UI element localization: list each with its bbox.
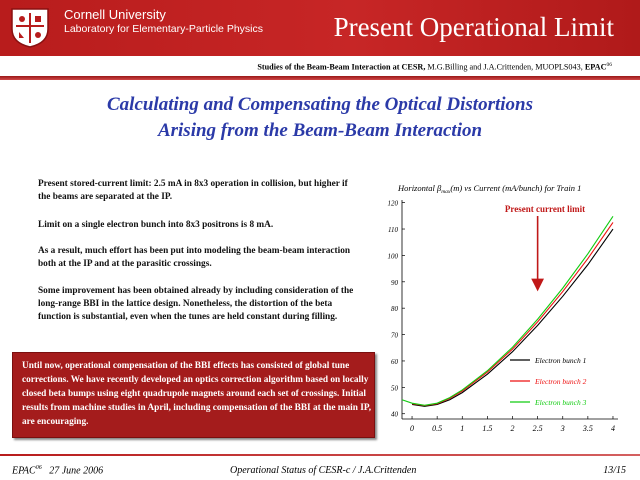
legend-label-2: Electron bunch 2 [534, 377, 587, 386]
chart-canvas: Horizontal βmax(m) vs Current (mA/bunch)… [388, 183, 618, 433]
citation-text: M.G.Billing and J.A.Crittenden, MUOPLS04… [427, 62, 583, 72]
present-current-limit-label: Present current limit [505, 204, 585, 214]
paragraph-stored-current: Present stored-current limit: 2.5 mA in … [38, 179, 348, 202]
footer-epac-sup: 06 [35, 465, 42, 471]
legend-label-1: Electron bunch 1 [534, 356, 586, 365]
beta-vs-current-chart: Horizontal βmax(m) vs Current (mA/bunch)… [370, 183, 638, 445]
slide-title: Present Operational Limit [333, 12, 614, 42]
university-label: Cornell University Laboratory for Elemen… [64, 8, 263, 36]
main-title-line1: Calculating and Compensating the Optical… [107, 94, 533, 115]
footer-epac: EPAC [12, 465, 36, 477]
header-divider [0, 76, 640, 80]
chart-axes: 0 0.5 1 1.5 2 2.5 3 3.5 4 40 50 60 70 80 90 100 110 120 [388, 200, 618, 433]
y-tick-label: 110 [388, 226, 398, 234]
footer-divider [0, 454, 640, 456]
x-tick-label: 1.5 [482, 424, 492, 433]
paragraph-modeling: As a result, much effort has been put in… [38, 246, 351, 269]
footer-left: EPAC06 27 June 2006 [12, 465, 103, 476]
x-tick-label: 0.5 [432, 424, 442, 433]
y-tick-label: 100 [388, 252, 399, 260]
citation-epac: EPAC [584, 62, 607, 72]
x-tick-label: 4 [611, 424, 615, 433]
chart-series [401, 216, 614, 407]
lab-name: Laboratory for Elementary-Particle Physi… [64, 23, 263, 35]
x-tick-label: 1 [460, 424, 464, 433]
citation-bold: Studies of the Beam-Beam Interaction at … [257, 62, 426, 72]
paragraph-improvement: Some improvement has been obtained alrea… [38, 286, 354, 322]
citation-epac-sup: 06 [606, 62, 613, 68]
y-tick-label: 70 [391, 332, 399, 340]
y-tick-label: 80 [391, 305, 399, 313]
series-line-1 [411, 228, 614, 407]
citation: Studies of the Beam-Beam Interaction at … [257, 62, 612, 72]
highlight-box-text: Until now, operational compensation of t… [22, 361, 372, 427]
highlight-box: Until now, operational compensation of t… [12, 352, 375, 438]
chart-legend: Electron bunch 1 Electron bunch 2 Electron… [510, 356, 587, 407]
y-tick-label: 40 [391, 411, 399, 419]
x-tick-label: 3.5 [582, 424, 593, 433]
chart-title: Horizontal βmax(m) vs Current (mA/bunch)… [397, 183, 581, 195]
university-name: Cornell University [64, 7, 166, 22]
y-tick-label: 60 [391, 358, 399, 366]
y-tick-label: 90 [391, 279, 399, 287]
y-tick-label: 50 [391, 384, 399, 392]
x-tick-label: 0 [410, 424, 414, 433]
main-title-line2: Arising from the Beam-Beam Interaction [157, 120, 483, 141]
cornell-seal-icon [11, 8, 49, 48]
footer-date: 27 June 2006 [49, 465, 104, 477]
legend-label-3: Electron bunch 3 [534, 398, 587, 407]
header-bar: Cornell University Laboratory for Elemen… [0, 0, 640, 56]
paragraph-single-bunch: Limit on a single electron bunch into 8x… [38, 220, 274, 230]
x-tick-label: 3 [560, 424, 565, 433]
series-line-3 [401, 216, 614, 406]
footer-page-number: 13/15 [603, 465, 626, 476]
footer-center: Operational Status of CESR-c / J.A.Critt… [230, 465, 417, 476]
y-tick-label: 120 [388, 200, 399, 208]
x-tick-label: 2.5 [533, 424, 543, 433]
x-tick-label: 2 [511, 424, 515, 433]
